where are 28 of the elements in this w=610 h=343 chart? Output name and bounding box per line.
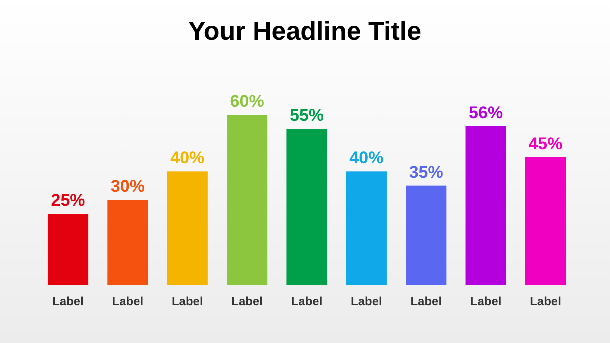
data-label: 55% bbox=[290, 106, 324, 126]
x-tick-label: Label bbox=[52, 294, 84, 309]
data-label: 60% bbox=[230, 92, 264, 111]
data-label: 30% bbox=[110, 177, 145, 196]
x-tick-label: Label bbox=[291, 294, 323, 309]
bar bbox=[108, 200, 148, 285]
x-tick-label: Label bbox=[351, 294, 382, 309]
bar bbox=[227, 115, 268, 285]
bar bbox=[286, 129, 328, 285]
data-label: 45% bbox=[528, 134, 563, 154]
x-tick-label: Label bbox=[530, 294, 562, 309]
x-tick-label: Label bbox=[410, 294, 442, 309]
chart-title: Your Headline Title bbox=[188, 16, 422, 46]
bar bbox=[466, 126, 506, 285]
x-tick-label: Label bbox=[112, 294, 144, 309]
bar bbox=[48, 214, 89, 285]
bar bbox=[167, 172, 208, 285]
bar bbox=[525, 158, 566, 285]
data-label: 56% bbox=[469, 103, 504, 122]
x-tick-label: Label bbox=[172, 294, 204, 309]
x-tick-label: Label bbox=[470, 294, 502, 309]
x-tick-label: Label bbox=[232, 294, 263, 309]
data-label: 35% bbox=[409, 162, 444, 182]
data-label: 40% bbox=[350, 148, 384, 168]
data-label: 40% bbox=[170, 148, 205, 168]
data-label: 25% bbox=[51, 191, 86, 210]
bar bbox=[406, 186, 447, 285]
bar bbox=[346, 172, 387, 285]
